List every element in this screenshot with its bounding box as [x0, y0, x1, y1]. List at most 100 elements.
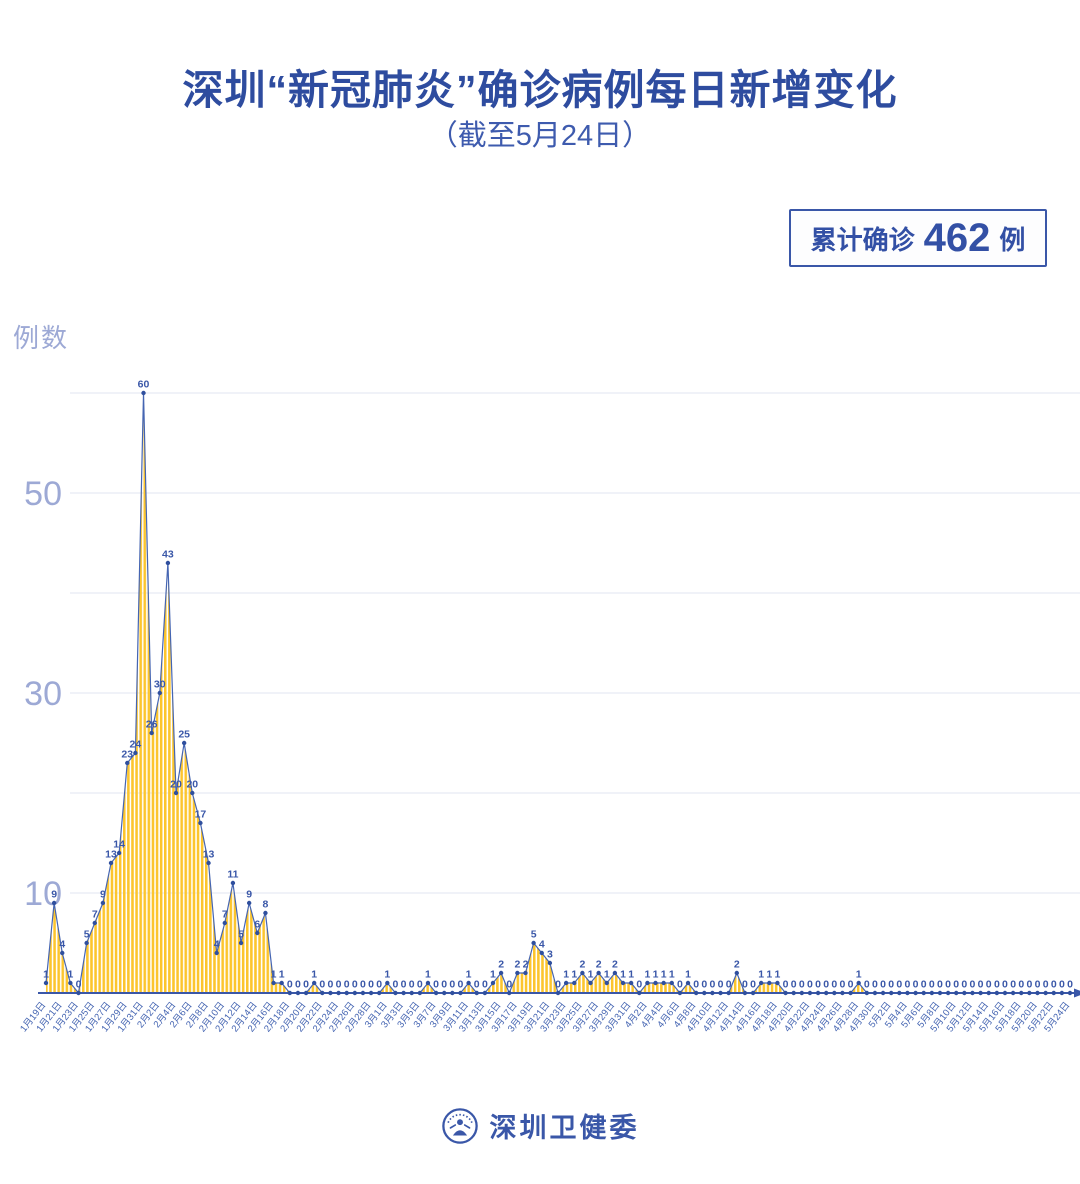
footer: 深圳卫健委 — [0, 1106, 1080, 1145]
svg-text:5: 5 — [84, 929, 90, 941]
svg-text:0: 0 — [1043, 979, 1049, 991]
svg-text:0: 0 — [1010, 979, 1016, 991]
svg-text:0: 0 — [831, 979, 837, 991]
svg-text:0: 0 — [807, 979, 813, 991]
svg-text:2: 2 — [523, 959, 529, 971]
svg-text:1: 1 — [775, 969, 781, 981]
page-title: 深圳“新冠肺炎”确诊病例每日新增变化 — [182, 67, 898, 113]
svg-text:0: 0 — [823, 979, 829, 991]
svg-text:1: 1 — [43, 969, 49, 981]
badge-unit-label: 例 — [999, 224, 1026, 255]
svg-text:2: 2 — [612, 959, 618, 971]
svg-text:13: 13 — [203, 849, 215, 861]
svg-text:0: 0 — [978, 979, 984, 991]
svg-text:0: 0 — [287, 979, 293, 991]
svg-text:0: 0 — [880, 979, 886, 991]
svg-text:0: 0 — [1018, 979, 1024, 991]
svg-text:7: 7 — [92, 909, 98, 921]
area-fill — [46, 393, 1070, 993]
svg-text:1: 1 — [856, 969, 862, 981]
svg-text:0: 0 — [336, 979, 342, 991]
svg-text:0: 0 — [449, 979, 455, 991]
svg-text:1: 1 — [758, 969, 764, 981]
cumulative-total-badge: 累计确诊 462 例 — [789, 209, 1047, 267]
svg-text:1: 1 — [644, 969, 650, 981]
svg-text:0: 0 — [791, 979, 797, 991]
svg-text:0: 0 — [1026, 979, 1032, 991]
svg-text:14: 14 — [113, 839, 125, 851]
svg-text:0: 0 — [555, 979, 561, 991]
svg-text:1: 1 — [661, 969, 667, 981]
svg-text:1: 1 — [271, 969, 277, 981]
svg-text:0: 0 — [953, 979, 959, 991]
page-subtitle: （截至5月24日） — [428, 120, 652, 152]
svg-text:0: 0 — [693, 979, 699, 991]
svg-text:1: 1 — [466, 969, 472, 981]
svg-text:9: 9 — [51, 889, 57, 901]
svg-text:0: 0 — [913, 979, 919, 991]
svg-text:43: 43 — [162, 549, 174, 561]
svg-text:5: 5 — [238, 929, 244, 941]
svg-text:1: 1 — [628, 969, 634, 981]
svg-text:0: 0 — [701, 979, 707, 991]
svg-text:0: 0 — [376, 979, 382, 991]
svg-text:0: 0 — [352, 979, 358, 991]
svg-text:0: 0 — [783, 979, 789, 991]
svg-text:0: 0 — [726, 979, 732, 991]
shenzhen-health-commission-seal-icon — [441, 1107, 478, 1144]
svg-text:1: 1 — [563, 969, 569, 981]
svg-text:0: 0 — [986, 979, 992, 991]
svg-text:7: 7 — [222, 909, 228, 921]
svg-text:0: 0 — [303, 979, 309, 991]
svg-text:4: 4 — [539, 939, 545, 951]
svg-text:2: 2 — [734, 959, 740, 971]
svg-text:2: 2 — [579, 959, 585, 971]
svg-text:0: 0 — [970, 979, 976, 991]
value-labels: 1941057913142324602630432025201713471159… — [43, 379, 1073, 991]
svg-text:20: 20 — [186, 779, 198, 791]
svg-text:1: 1 — [490, 969, 496, 981]
svg-text:1: 1 — [766, 969, 772, 981]
svg-text:0: 0 — [433, 979, 439, 991]
svg-text:1: 1 — [685, 969, 691, 981]
svg-text:3: 3 — [547, 949, 553, 961]
svg-text:50: 50 — [24, 475, 62, 513]
x-axis-date-labels: 1月19日1月21日1月23日1月25日1月27日1月29日1月31日2月2日2… — [18, 1000, 1072, 1034]
svg-text:0: 0 — [393, 979, 399, 991]
svg-text:0: 0 — [344, 979, 350, 991]
svg-text:0: 0 — [945, 979, 951, 991]
svg-text:0: 0 — [295, 979, 301, 991]
svg-text:0: 0 — [937, 979, 943, 991]
svg-text:17: 17 — [195, 809, 207, 821]
svg-text:0: 0 — [1059, 979, 1065, 991]
svg-text:4: 4 — [214, 939, 220, 951]
badge-prefix-label: 累计确诊 — [810, 224, 915, 255]
svg-text:1: 1 — [384, 969, 390, 981]
svg-text:9: 9 — [100, 889, 106, 901]
svg-text:30: 30 — [24, 675, 62, 713]
svg-text:0: 0 — [750, 979, 756, 991]
svg-text:0: 0 — [994, 979, 1000, 991]
svg-text:0: 0 — [815, 979, 821, 991]
svg-text:0: 0 — [961, 979, 967, 991]
svg-text:0: 0 — [482, 979, 488, 991]
svg-text:0: 0 — [905, 979, 911, 991]
svg-text:1: 1 — [571, 969, 577, 981]
svg-text:2: 2 — [498, 959, 504, 971]
svg-text:5: 5 — [531, 929, 537, 941]
svg-text:0: 0 — [742, 979, 748, 991]
svg-text:1: 1 — [604, 969, 610, 981]
svg-text:24: 24 — [130, 739, 142, 751]
svg-text:1: 1 — [279, 969, 285, 981]
svg-text:0: 0 — [1002, 979, 1008, 991]
gridlines — [70, 392, 1080, 894]
svg-text:20: 20 — [170, 779, 182, 791]
svg-text:1: 1 — [669, 969, 675, 981]
svg-text:0: 0 — [409, 979, 415, 991]
svg-text:4: 4 — [59, 939, 65, 951]
svg-text:0: 0 — [848, 979, 854, 991]
svg-text:0: 0 — [929, 979, 935, 991]
svg-text:0: 0 — [896, 979, 902, 991]
svg-text:2: 2 — [596, 959, 602, 971]
